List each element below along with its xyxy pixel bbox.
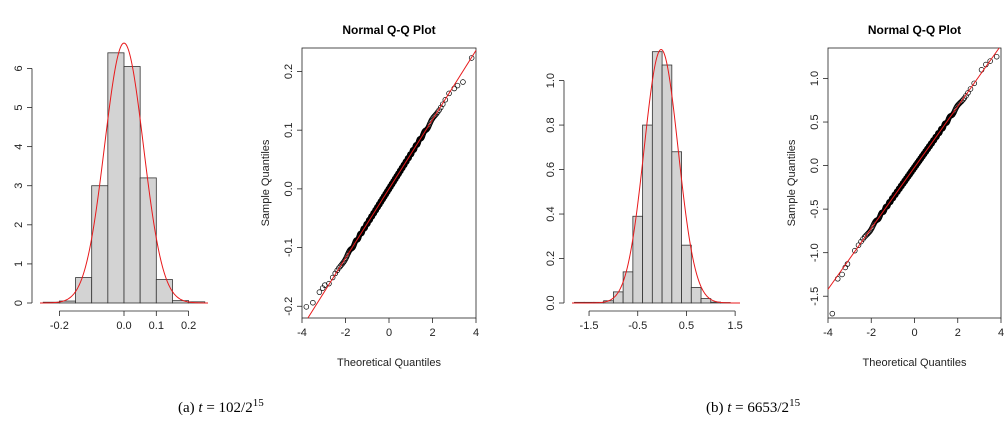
y-tick-label: -0.1 <box>283 238 295 257</box>
qq-point <box>840 272 845 277</box>
x-tick-label: 4 <box>998 327 1004 339</box>
plot-frame <box>828 48 1001 318</box>
x-tick-label: 0 <box>911 327 917 339</box>
x-tick-label: 2 <box>429 327 435 339</box>
y-tick-label: 0.1 <box>283 123 295 138</box>
y-tick-label: 2 <box>13 222 25 228</box>
qq-point <box>461 80 466 85</box>
y-tick-label: -1.5 <box>809 287 821 306</box>
x-tick-label: -4 <box>297 327 307 339</box>
plot-title: Normal Q-Q Plot <box>342 23 435 37</box>
caption-a: (a) t = 102/215 <box>178 397 264 416</box>
y-tick-label: 0.0 <box>283 181 295 196</box>
x-tick-label: -2 <box>866 327 876 339</box>
qq-point <box>310 300 315 305</box>
qq-point <box>455 83 460 88</box>
y-tick-label: 1.0 <box>809 71 821 86</box>
qq-reference-line <box>308 50 476 318</box>
y-tick-label: -0.2 <box>283 297 295 316</box>
qq-plot-panel-a: -4 -2 0 2 4 -0.2 -0.1 0.0 0.1 0.2 Normal Q-Q Plot T… <box>260 23 479 369</box>
histogram-bar <box>613 292 623 303</box>
qq-reference-line <box>828 48 999 289</box>
histogram-bar <box>108 53 124 303</box>
qq-point <box>994 54 999 59</box>
y-tick-label: 0.6 <box>545 162 557 177</box>
histogram-bar <box>672 152 682 303</box>
x-tick-label: 4 <box>473 327 479 339</box>
y-tick-label: 3 <box>13 183 25 189</box>
histogram-panel-b: -1.5 -0.5 0.5 1.5 0.0 0.2 0.4 0.6 0.8 1.0 <box>545 50 743 333</box>
histogram-bar <box>92 186 108 303</box>
histogram-bar <box>76 278 92 303</box>
qq-plot-panel-b: -4 -2 0 2 4 -1.5 -1.0 -0.5 0.0 0.5 1.0 Normal Q-Q P… <box>786 23 1004 369</box>
qq-point <box>304 304 309 309</box>
histogram-bar <box>691 287 701 303</box>
x-tick-label: -1.5 <box>580 320 599 332</box>
x-tick-label: 0.2 <box>181 320 196 332</box>
x-tick-label: -0.2 <box>50 320 69 332</box>
y-tick-label: -1.0 <box>809 243 821 262</box>
x-tick-label: 1.5 <box>727 320 742 332</box>
y-tick-label: 0.0 <box>809 158 821 173</box>
x-tick-label: -4 <box>823 327 833 339</box>
x-tick-label: 2 <box>955 327 961 339</box>
x-tick-label: 0.5 <box>679 320 694 332</box>
histogram-panel-a: -0.2 0.0 0.1 0.2 0 1 2 3 4 5 6 <box>13 43 208 332</box>
y-tick-label: -0.5 <box>809 200 821 219</box>
x-tick-label: -2 <box>341 327 351 339</box>
histogram-bar <box>156 280 172 303</box>
y-tick-label: 0.8 <box>545 117 557 132</box>
qq-point <box>830 311 835 316</box>
y-tick-label: 1 <box>13 261 25 267</box>
y-tick-label: 6 <box>13 65 25 71</box>
histogram-bar <box>701 299 711 303</box>
plot-title: Normal Q-Q Plot <box>868 23 961 37</box>
qq-point <box>317 290 322 295</box>
y-tick-label: 0.0 <box>545 295 557 310</box>
histogram-bar <box>662 65 672 303</box>
histogram-bar <box>682 245 692 303</box>
x-tick-label: 0.1 <box>149 320 164 332</box>
y-tick-label: 0.2 <box>545 251 557 266</box>
y-tick-label: 0.4 <box>545 206 557 221</box>
x-axis-label: Theoretical Quantiles <box>337 357 441 369</box>
y-axis-label: Sample Quantiles <box>260 139 272 226</box>
y-tick-label: 1.0 <box>545 73 557 88</box>
x-tick-label: 0 <box>386 327 392 339</box>
y-tick-label: 4 <box>13 144 25 150</box>
y-axis-label: Sample Quantiles <box>786 139 798 226</box>
x-tick-label: -0.5 <box>628 320 647 332</box>
y-tick-label: 0.2 <box>283 64 295 79</box>
x-axis-label: Theoretical Quantiles <box>863 357 967 369</box>
histogram-bar <box>652 52 662 303</box>
y-tick-label: 0 <box>13 300 25 306</box>
y-tick-label: 0.5 <box>809 114 821 129</box>
x-tick-label: 0.0 <box>116 320 131 332</box>
caption-b: (b) t = 6653/215 <box>706 397 801 416</box>
histogram-bar <box>140 178 156 303</box>
y-tick-label: 5 <box>13 104 25 110</box>
